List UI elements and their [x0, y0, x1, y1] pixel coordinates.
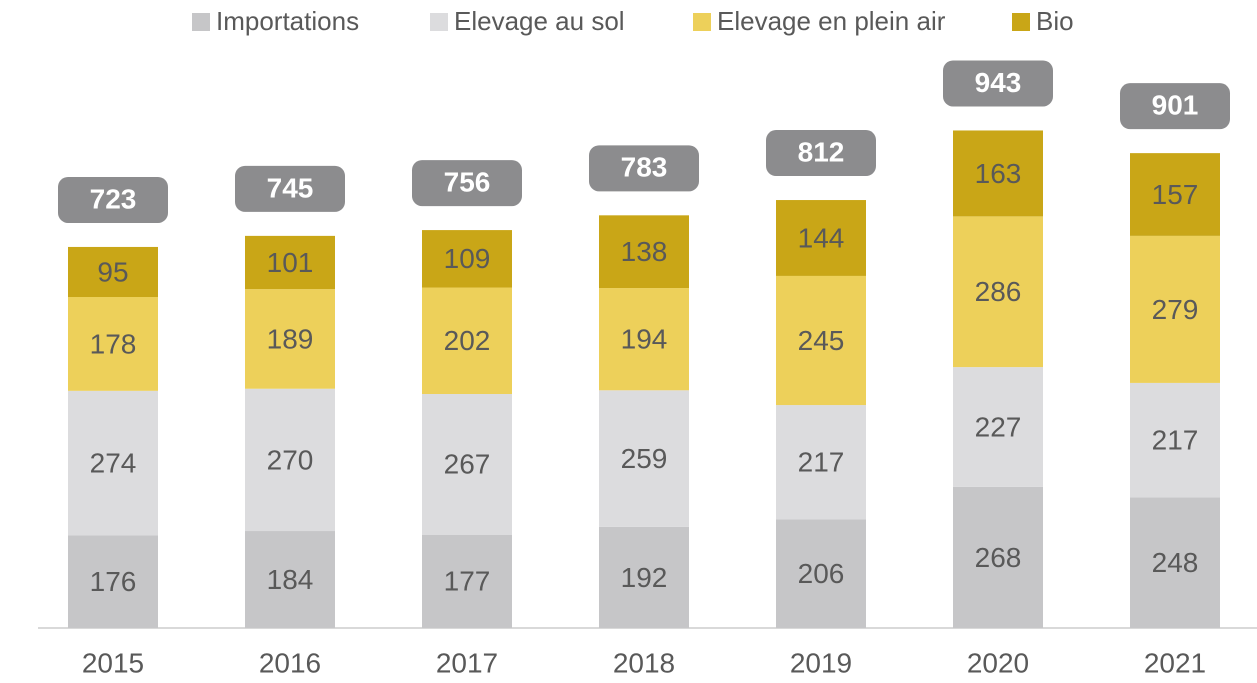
value-label: 270 — [267, 444, 314, 475]
bar-segment — [422, 230, 512, 288]
bar-segment — [68, 535, 158, 628]
x-tick-label: 2018 — [613, 647, 675, 678]
bar-segment — [1130, 235, 1220, 383]
legend-label: Elevage en plein air — [717, 6, 946, 36]
value-label: 202 — [444, 325, 491, 356]
bar-segment — [1130, 497, 1220, 628]
total-box — [1120, 83, 1230, 130]
value-label: 176 — [90, 566, 137, 597]
legend-swatch — [693, 13, 711, 31]
x-tick-label: 2019 — [790, 647, 852, 678]
value-label: 267 — [444, 449, 491, 480]
bar-segment — [776, 519, 866, 628]
bar-segment — [953, 130, 1043, 217]
total-label: 901 — [1152, 90, 1199, 121]
value-label: 194 — [621, 324, 668, 355]
x-tick-label: 2016 — [259, 647, 321, 678]
total-box — [943, 60, 1053, 107]
value-label: 138 — [621, 236, 668, 267]
bar-segment — [245, 289, 335, 389]
value-label: 178 — [90, 328, 137, 359]
x-tick-label: 2017 — [436, 647, 498, 678]
bar-segment — [953, 486, 1043, 628]
value-label: 184 — [267, 564, 314, 595]
bar-segment — [953, 367, 1043, 487]
value-label: 259 — [621, 443, 668, 474]
value-label: 177 — [444, 566, 491, 597]
legend-label: Importations — [216, 6, 359, 36]
x-tick-label: 2021 — [1144, 647, 1206, 678]
value-label: 192 — [621, 562, 668, 593]
value-label: 109 — [444, 243, 491, 274]
bar-segment — [245, 235, 335, 290]
bar-segment — [68, 390, 158, 536]
value-label: 286 — [975, 276, 1022, 307]
bar-segment — [776, 200, 866, 276]
x-tick-label: 2020 — [967, 647, 1029, 678]
bar-segment — [68, 246, 158, 298]
value-label: 95 — [97, 256, 128, 287]
legend-label: Bio — [1036, 6, 1074, 36]
total-label: 723 — [90, 183, 137, 214]
value-label: 144 — [798, 222, 845, 253]
legend-swatch — [192, 13, 210, 31]
bar-segment — [1130, 153, 1220, 236]
total-label: 812 — [798, 136, 845, 167]
bar-segment — [953, 216, 1043, 368]
value-label: 157 — [1152, 179, 1199, 210]
value-label: 217 — [1152, 425, 1199, 456]
total-box — [58, 176, 168, 223]
legend-label: Elevage au sol — [454, 6, 625, 36]
bar-segment — [776, 405, 866, 520]
value-label: 279 — [1152, 294, 1199, 325]
total-box — [235, 165, 345, 212]
value-label: 248 — [1152, 547, 1199, 578]
bar-segment — [422, 393, 512, 535]
total-label: 943 — [975, 67, 1022, 98]
total-box — [412, 160, 522, 207]
value-label: 101 — [267, 247, 314, 278]
bar-segment — [245, 388, 335, 532]
bar-segment — [776, 275, 866, 406]
value-label: 206 — [798, 558, 845, 589]
value-label: 227 — [975, 411, 1022, 442]
value-label: 245 — [798, 325, 845, 356]
bar-segment — [599, 390, 689, 527]
value-label: 189 — [267, 323, 314, 354]
bar-segment — [599, 288, 689, 391]
total-label: 783 — [621, 152, 668, 183]
bar-segment — [599, 215, 689, 289]
bar-segment — [422, 287, 512, 394]
bar-segment — [68, 297, 158, 391]
bar-segment — [599, 526, 689, 628]
total-box — [589, 145, 699, 192]
x-tick-label: 2015 — [82, 647, 144, 678]
total-label: 756 — [444, 166, 491, 197]
bar-segment — [422, 534, 512, 628]
value-label: 163 — [975, 158, 1022, 189]
bar-segment — [245, 531, 335, 628]
value-label: 274 — [90, 447, 137, 478]
legend-swatch — [430, 13, 448, 31]
total-box — [766, 130, 876, 177]
total-label: 745 — [267, 172, 314, 203]
value-label: 268 — [975, 542, 1022, 573]
value-label: 217 — [798, 447, 845, 478]
legend-swatch — [1012, 13, 1030, 31]
bar-segment — [1130, 382, 1220, 498]
